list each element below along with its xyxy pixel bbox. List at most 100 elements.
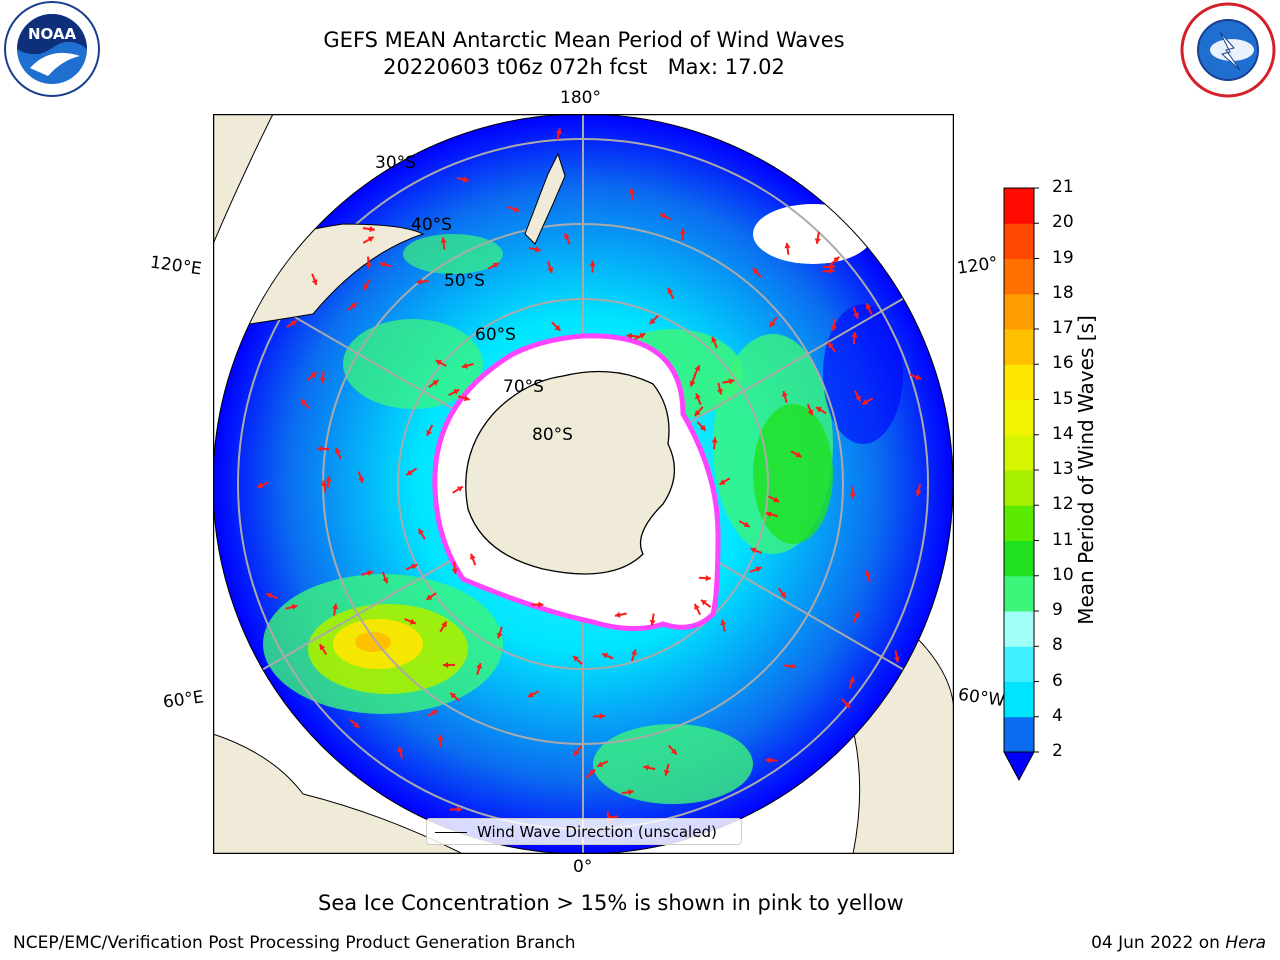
wave-arrow: [379, 261, 392, 268]
wave-arrow: [256, 481, 269, 489]
wave-arrow: [777, 587, 787, 599]
colorbar-tick-label: 6: [1052, 670, 1063, 691]
colorbar-tick-label: 14: [1052, 423, 1074, 444]
wave-arrow: [765, 757, 778, 764]
wave-arrow: [476, 662, 483, 675]
wave-arrow: [319, 371, 326, 384]
wave-arrow: [317, 445, 330, 452]
wave-arrow: [634, 332, 646, 341]
lon-label-0: 0°: [573, 857, 593, 877]
wave-arrow: [311, 273, 318, 286]
colorbar-bin: [1004, 681, 1034, 718]
lon-label-60e: 60°E: [161, 687, 206, 713]
wave-arrow: [909, 373, 922, 380]
wave-arrow: [853, 390, 862, 402]
wave-arrow: [361, 570, 374, 577]
noaa-logo: NOAA: [4, 1, 100, 97]
wave-arrow: [528, 246, 541, 253]
wave-arrow: [346, 302, 358, 312]
wave-arrow: [469, 553, 477, 566]
wave-arrow: [830, 318, 838, 332]
wave-arrow: [417, 528, 426, 540]
wave-arrow: [589, 260, 596, 273]
colorbar-tick-label: 20: [1052, 212, 1074, 233]
wave-arrow: [689, 374, 696, 387]
wave-arrow: [307, 371, 318, 381]
lon-label-60w: 60°W: [956, 684, 1007, 712]
lat-label-70s: 70°S: [503, 377, 544, 397]
colorbar-bin: [1004, 293, 1034, 330]
wave-arrow: [628, 188, 635, 201]
wave-arrow: [711, 336, 718, 349]
wave-arrow: [527, 690, 540, 698]
wave-arrow: [768, 495, 780, 503]
wave-arrow: [435, 359, 447, 367]
wave-arrow: [300, 398, 310, 410]
wave-arrow: [449, 806, 463, 813]
wave-arrow: [426, 424, 434, 437]
wave-arrow: [700, 599, 712, 608]
colorbar-under-triangle: [1003, 751, 1035, 782]
wave-arrow: [806, 403, 814, 416]
wave-arrow: [848, 676, 855, 689]
wave-arrow: [716, 382, 723, 395]
legend: Wind Wave Direction (unscaled): [426, 818, 742, 845]
wave-arrow: [626, 332, 639, 340]
wave-arrow: [285, 603, 298, 611]
wave-arrow: [659, 213, 672, 221]
colorbar-bin: [1004, 470, 1034, 506]
footer-host: Hera: [1225, 933, 1266, 953]
nws-logo: [1180, 2, 1276, 98]
colorbar-tick-label: 10: [1052, 564, 1074, 585]
wave-arrow: [325, 476, 332, 489]
wave-arrow: [596, 760, 609, 768]
footer-date-text: 04 Jun 2022 on: [1091, 933, 1226, 953]
wave-arrow: [668, 744, 678, 756]
colorbar-bin: [1004, 223, 1034, 259]
chart-title: GEFS MEAN Antarctic Mean Period of Wind …: [323, 28, 845, 52]
wave-arrow: [451, 561, 458, 574]
wave-arrow: [829, 256, 840, 266]
wave-arrow: [448, 388, 460, 397]
lat-label-60s: 60°S: [475, 325, 516, 345]
sea-ice-note: Sea Ice Concentration > 15% is shown in …: [318, 891, 904, 915]
colorbar-bin: [1004, 329, 1034, 365]
wave-arrow: [404, 618, 417, 625]
wave-arrow: [695, 393, 702, 406]
wave-arrow: [693, 364, 701, 377]
wave-arrow: [332, 603, 339, 616]
wave-arrow: [564, 232, 571, 245]
colorbar-bin: [1004, 575, 1034, 612]
wave-arrow: [663, 763, 670, 776]
colorbar-bin: [1004, 505, 1034, 541]
colorbar: [1003, 187, 1039, 782]
wave-arrow: [667, 287, 675, 300]
colorbar-bin: [1004, 188, 1034, 224]
wave-arrow: [851, 331, 858, 345]
noaa-logo-text: NOAA: [28, 25, 77, 43]
wave-arrow: [405, 467, 418, 476]
wave-arrow: [693, 603, 702, 616]
wave-arrow: [750, 547, 763, 554]
lat-label-40s: 40°S: [411, 215, 452, 235]
wave-arrow: [452, 485, 464, 494]
wave-arrow: [784, 663, 797, 670]
lon-label-120e: 120°E: [148, 252, 203, 280]
wave-arrow: [630, 649, 637, 662]
wave-arrow: [722, 378, 735, 385]
lat-label-50s: 50°S: [444, 271, 485, 291]
wave-arrow: [827, 341, 837, 353]
wave-arrow: [614, 611, 627, 618]
colorbar-tick-label: 11: [1052, 529, 1074, 550]
legend-label: Wind Wave Direction (unscaled): [477, 823, 717, 841]
wave-arrow: [426, 709, 439, 717]
colorbar-bin: [1004, 716, 1034, 753]
wave-arrow: [555, 128, 562, 141]
colorbar-bin: [1004, 434, 1034, 471]
wave-direction-arrows: [256, 128, 922, 824]
wave-arrow: [266, 592, 278, 600]
wave-arrow: [397, 746, 404, 759]
wave-arrow: [861, 397, 874, 406]
colorbar-bin: [1004, 364, 1034, 400]
land-corner-topleft: [213, 114, 274, 245]
